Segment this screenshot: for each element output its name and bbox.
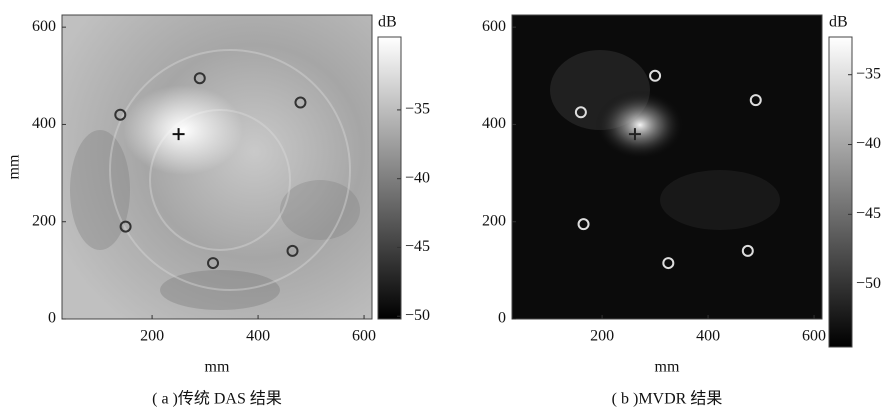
colorbar-tick-label: −40 <box>405 169 430 186</box>
sensor-marker <box>286 244 299 257</box>
mvdr-image <box>512 15 822 319</box>
sensor-marker <box>577 218 590 231</box>
colorbar-tick-label: −45 <box>405 238 430 255</box>
x-tick-label: 200 <box>590 328 614 345</box>
y-tick-label: 400 <box>482 115 506 132</box>
x-tick-label: 400 <box>246 328 270 345</box>
sensor-marker <box>114 108 127 121</box>
colorbar-tick-label: −35 <box>405 101 430 118</box>
sensor-marker <box>119 220 132 233</box>
source-marker <box>628 128 641 141</box>
sensor-marker <box>662 257 675 270</box>
plot-frame <box>511 14 823 320</box>
sensor-marker <box>741 244 754 257</box>
source-marker <box>172 128 185 141</box>
x-axis-label: mm <box>205 359 230 376</box>
caption: ( a )传统 DAS 结果 <box>152 390 282 408</box>
sensor-marker <box>207 257 220 270</box>
sensor-marker <box>294 96 307 109</box>
sensor-marker <box>749 94 762 107</box>
colorbar-tick-label: −35 <box>856 65 881 82</box>
caption: ( b )MVDR 结果 <box>612 390 723 408</box>
sensor-marker <box>649 69 662 82</box>
plot-frame <box>61 14 373 320</box>
y-tick-label: 600 <box>482 18 506 35</box>
colorbar-tick-label: −50 <box>405 307 430 324</box>
y-tick-label: 200 <box>32 212 56 229</box>
y-tick-label: 200 <box>482 212 506 229</box>
y-tick-label: 0 <box>48 310 56 327</box>
y-axis-label: mm <box>6 154 23 179</box>
das-image <box>62 15 372 319</box>
colorbar-tick-label: −50 <box>856 275 881 292</box>
sensor-marker <box>574 106 587 119</box>
sensor-marker <box>193 72 206 85</box>
y-tick-label: 600 <box>32 18 56 35</box>
x-tick-label: 600 <box>352 328 376 345</box>
colorbar-label: dB <box>378 14 397 31</box>
colorbar <box>377 36 402 320</box>
colorbar <box>828 36 853 348</box>
y-tick-label: 0 <box>498 310 506 327</box>
x-tick-label: 600 <box>802 328 826 345</box>
colorbar-tick-label: −45 <box>856 205 881 222</box>
colorbar-tick-label: −40 <box>856 135 881 152</box>
x-tick-label: 200 <box>140 328 164 345</box>
colorbar-label: dB <box>829 14 848 31</box>
y-tick-label: 400 <box>32 115 56 132</box>
x-tick-label: 400 <box>696 328 720 345</box>
x-axis-label: mm <box>655 359 680 376</box>
